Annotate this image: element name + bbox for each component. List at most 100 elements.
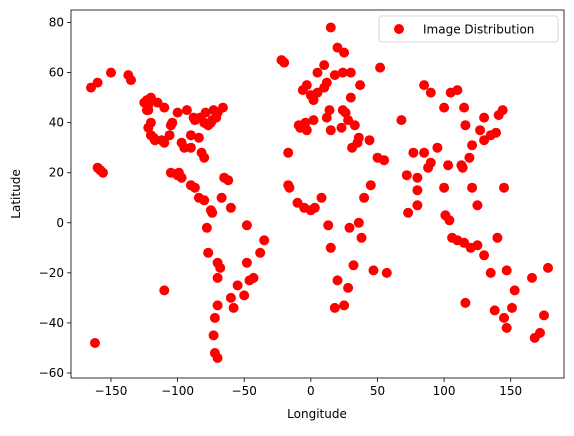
data-point: [177, 173, 187, 183]
data-point: [403, 208, 413, 218]
legend: Image Distribution: [379, 16, 558, 42]
data-point: [419, 148, 429, 158]
data-point: [226, 203, 236, 213]
data-point: [354, 218, 364, 228]
data-point: [382, 268, 392, 278]
data-point: [213, 273, 223, 283]
data-point: [369, 265, 379, 275]
data-point: [313, 68, 323, 78]
data-point: [339, 300, 349, 310]
data-point: [475, 125, 485, 135]
data-point: [333, 275, 343, 285]
data-point: [202, 223, 212, 233]
data-point: [343, 283, 353, 293]
data-point: [159, 285, 169, 295]
data-point: [229, 303, 239, 313]
y-tick-label: −60: [39, 366, 64, 380]
data-point: [90, 338, 100, 348]
data-point: [283, 148, 293, 158]
data-point: [186, 143, 196, 153]
x-tick-label: −100: [161, 384, 194, 398]
y-tick-label: −20: [39, 266, 64, 280]
data-point: [326, 23, 336, 33]
data-point: [245, 275, 255, 285]
data-point: [173, 108, 183, 118]
data-point: [499, 313, 509, 323]
data-point: [460, 120, 470, 130]
data-point: [432, 143, 442, 153]
data-point: [499, 183, 509, 193]
data-point: [491, 128, 501, 138]
data-point: [213, 353, 223, 363]
data-point: [412, 185, 422, 195]
data-point: [339, 48, 349, 58]
data-point: [197, 148, 207, 158]
data-point: [298, 85, 308, 95]
data-point: [255, 248, 265, 258]
y-tick-label: 0: [56, 216, 64, 230]
data-point: [199, 195, 209, 205]
data-point: [439, 103, 449, 113]
data-point: [277, 55, 287, 65]
x-tick-label: 150: [499, 384, 522, 398]
data-point: [226, 293, 236, 303]
data-point: [443, 160, 453, 170]
data-point: [444, 215, 454, 225]
data-point: [539, 310, 549, 320]
data-point: [330, 303, 340, 313]
data-point: [203, 248, 213, 258]
data-point: [210, 313, 220, 323]
data-point: [346, 93, 356, 103]
data-point: [479, 250, 489, 260]
data-point: [510, 285, 520, 295]
y-tick-label: 20: [49, 166, 64, 180]
data-point: [346, 68, 356, 78]
data-point: [467, 140, 477, 150]
data-point: [426, 88, 436, 98]
data-point: [452, 85, 462, 95]
data-point: [309, 115, 319, 125]
data-point: [472, 240, 482, 250]
data-point: [322, 78, 332, 88]
data-point: [182, 105, 192, 115]
data-point: [223, 175, 233, 185]
data-point: [502, 265, 512, 275]
data-point: [530, 333, 540, 343]
data-point: [366, 180, 376, 190]
x-tick-label: 0: [307, 384, 315, 398]
data-point: [259, 235, 269, 245]
data-point: [213, 300, 223, 310]
y-tick-label: 80: [49, 16, 64, 30]
data-point: [486, 268, 496, 278]
data-point: [209, 330, 219, 340]
data-point: [412, 173, 422, 183]
data-point: [543, 263, 553, 273]
data-point: [190, 183, 200, 193]
data-point: [350, 120, 360, 130]
data-point: [379, 155, 389, 165]
data-point: [412, 200, 422, 210]
data-point: [207, 208, 217, 218]
data-point: [126, 75, 136, 85]
data-point: [319, 60, 329, 70]
legend-marker: [394, 24, 404, 34]
data-point: [239, 290, 249, 300]
data-point: [186, 130, 196, 140]
data-point: [402, 170, 412, 180]
data-point: [459, 103, 469, 113]
data-point: [365, 135, 375, 145]
data-point: [347, 143, 357, 153]
data-point: [326, 243, 336, 253]
data-point: [467, 183, 477, 193]
legend-label: Image Distribution: [423, 23, 534, 37]
data-point: [233, 280, 243, 290]
data-point: [302, 125, 312, 135]
data-point: [106, 68, 116, 78]
y-tick-label: −40: [39, 316, 64, 330]
data-point: [419, 80, 429, 90]
data-point: [456, 160, 466, 170]
data-point: [490, 305, 500, 315]
x-tick-label: 100: [433, 384, 456, 398]
data-point: [492, 233, 502, 243]
data-point: [217, 193, 227, 203]
